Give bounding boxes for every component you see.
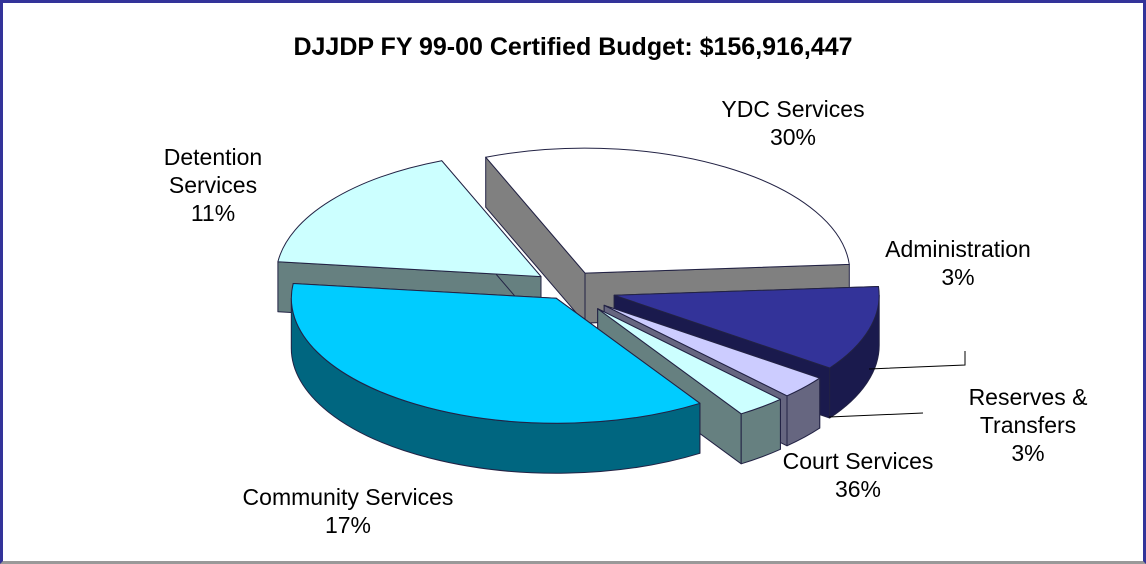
data-label: Court Services 36%	[773, 447, 943, 503]
category-label: Detention Services	[163, 144, 263, 198]
slice	[290, 283, 701, 474]
category-label: Court Services	[782, 448, 934, 474]
chart-title: DJJDP FY 99-00 Certified Budget: $156,91…	[293, 33, 853, 61]
leader-line	[828, 412, 924, 418]
leader-line	[868, 351, 966, 370]
data-label: Community Services 17%	[228, 483, 468, 539]
slice-top	[485, 147, 850, 274]
data-label: Detention Services 11%	[138, 143, 288, 227]
value-label: 17%	[324, 512, 372, 538]
value-label: 36%	[834, 476, 882, 502]
category-label: Administration	[885, 236, 1031, 262]
category-label: Reserves & Transfers	[968, 384, 1088, 438]
value-label: 3%	[1011, 440, 1045, 466]
value-label: 3%	[941, 264, 975, 290]
category-label: Community Services	[242, 484, 454, 510]
value-label: 30%	[769, 124, 817, 150]
pie-area	[277, 147, 966, 474]
slice-top	[613, 286, 880, 369]
slice-top	[603, 304, 821, 397]
value-label: 11%	[190, 200, 236, 226]
slice-top	[277, 160, 542, 278]
slice-top	[597, 308, 781, 415]
slice-top	[290, 283, 701, 424]
category-label: YDC Services	[721, 96, 865, 122]
data-label: Administration 3%	[883, 235, 1033, 291]
data-label: YDC Services 30%	[683, 95, 903, 151]
data-label: Reserves & Transfers 3%	[918, 383, 1138, 467]
